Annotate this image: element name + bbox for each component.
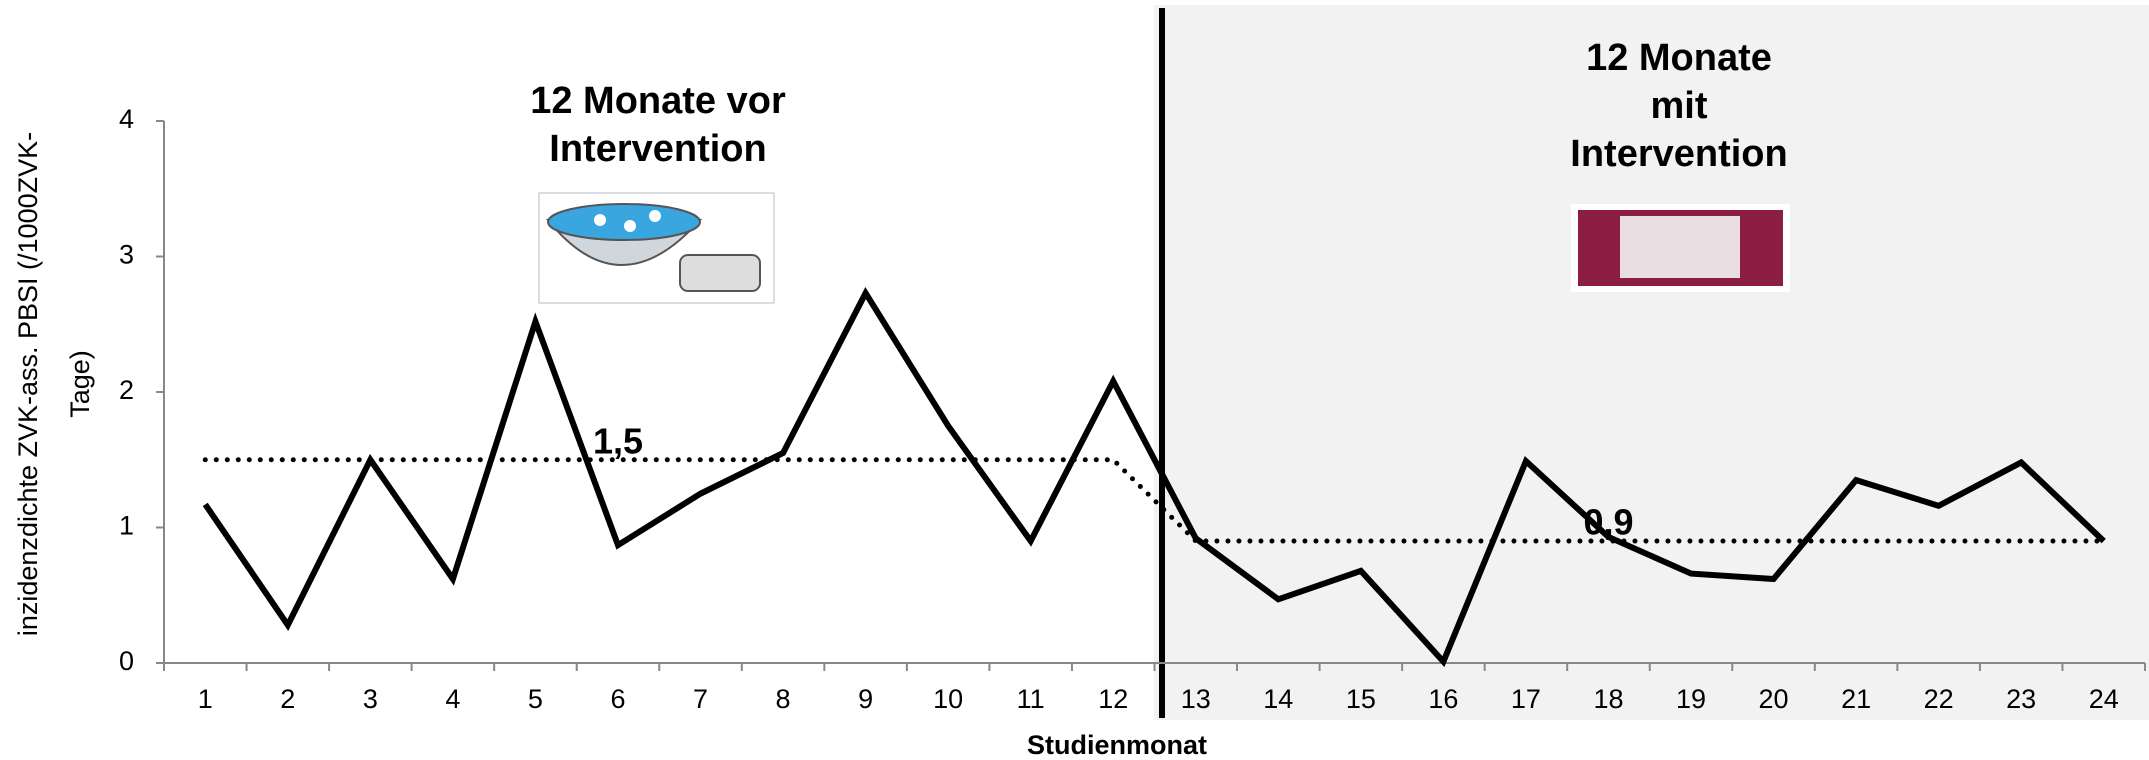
x-tick-label: 13 — [1181, 684, 1211, 714]
y-axis-label: Tage) — [65, 350, 95, 418]
phase-title: mit — [1651, 85, 1708, 127]
y-tick-label: 2 — [119, 375, 134, 405]
x-tick-label: 12 — [1098, 684, 1128, 714]
x-tick-label: 5 — [528, 684, 543, 714]
phase-title: 12 Monate vor — [530, 80, 786, 122]
x-tick-label: 21 — [1841, 684, 1871, 714]
phase-title: Intervention — [1570, 133, 1787, 175]
chart: 0123412345678910111213141516171819202122… — [0, 0, 2149, 760]
x-axis-label: Studienmonat — [1027, 730, 1207, 760]
x-tick-label: 18 — [1593, 684, 1623, 714]
phase-title: Intervention — [549, 128, 766, 170]
y-axis-label: inzidenzdichte ZVK-ass. PBSI (/1000ZVK- — [13, 132, 43, 636]
x-tick-label: 9 — [858, 684, 873, 714]
x-tick-label: 1 — [198, 684, 213, 714]
x-tick-label: 7 — [693, 684, 708, 714]
x-tick-label: 24 — [2089, 684, 2119, 714]
x-tick-label: 11 — [1017, 684, 1045, 714]
mean-label: 1,5 — [593, 420, 643, 461]
x-tick-label: 20 — [1759, 684, 1789, 714]
x-tick-label: 22 — [1924, 684, 1954, 714]
y-tick-label: 4 — [119, 104, 134, 134]
phase-title: 12 Monate — [1586, 37, 1772, 79]
mean-label: 0,9 — [1583, 502, 1633, 543]
x-tick-label: 15 — [1346, 684, 1376, 714]
x-tick-label: 4 — [445, 684, 460, 714]
y-tick-label: 0 — [119, 646, 134, 676]
x-tick-label: 23 — [2006, 684, 2036, 714]
x-tick-label: 19 — [1676, 684, 1706, 714]
x-tick-label: 3 — [363, 684, 378, 714]
x-tick-label: 16 — [1428, 684, 1458, 714]
x-tick-label: 17 — [1511, 684, 1541, 714]
package-image — [1571, 204, 1790, 292]
x-tick-label: 14 — [1263, 684, 1293, 714]
x-tick-label: 10 — [933, 684, 963, 714]
bowl-image — [539, 193, 774, 303]
y-tick-label: 1 — [119, 511, 134, 541]
x-tick-label: 2 — [280, 684, 295, 714]
x-tick-label: 6 — [610, 684, 625, 714]
x-tick-label: 8 — [776, 684, 791, 714]
y-tick-label: 3 — [119, 240, 134, 270]
